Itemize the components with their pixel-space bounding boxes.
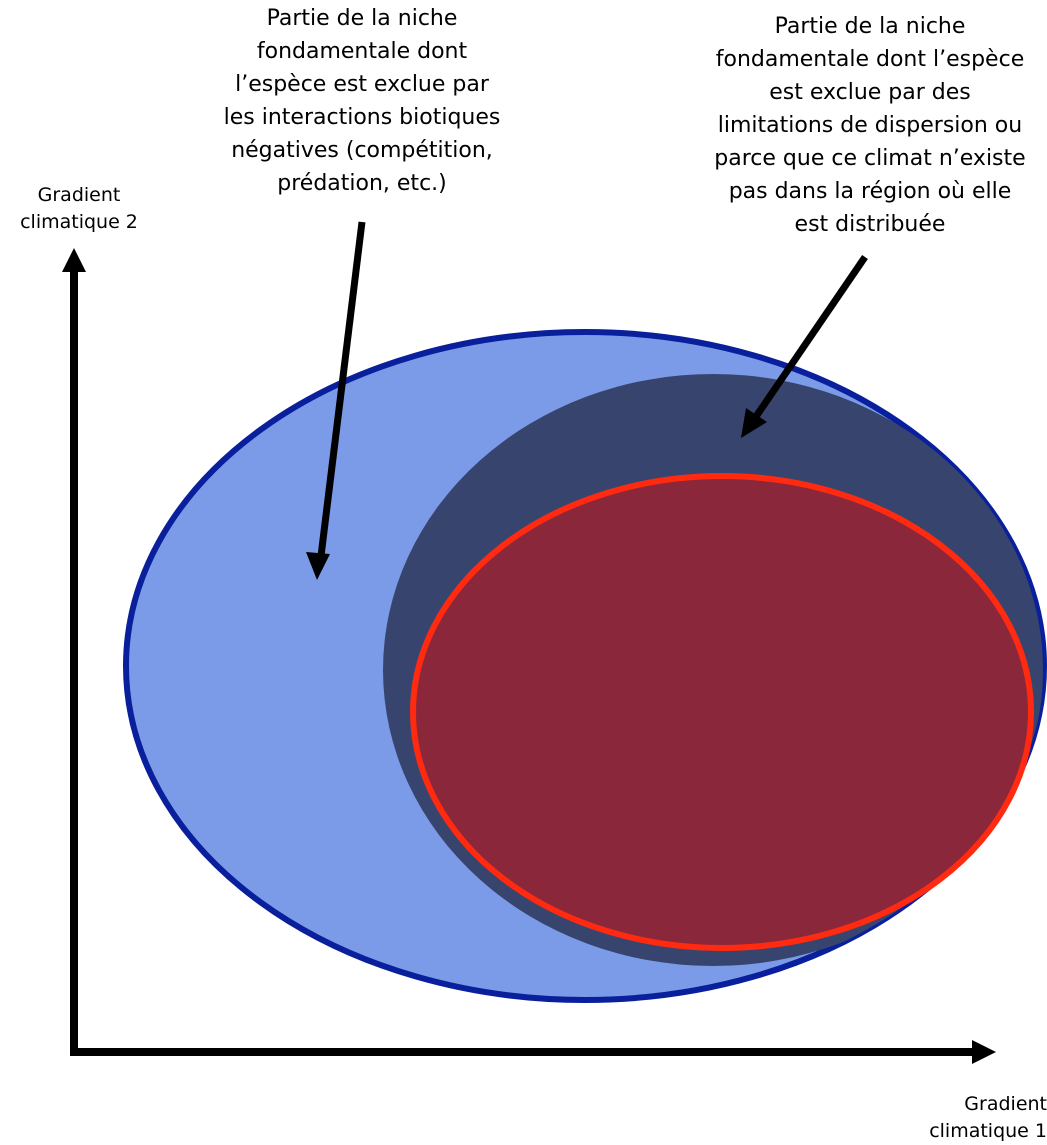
realized-niche-ellipse [410, 473, 1034, 951]
arrow-dispersal [741, 255, 868, 438]
annotation-competition-text: Partie de la niche fondamentale dont l’e… [223, 6, 501, 196]
y-axis-label: Gradient climatique 2 [20, 184, 138, 233]
x-axis [70, 1040, 996, 1064]
y-axis [62, 248, 86, 1052]
x-axis-arrowhead [972, 1040, 996, 1064]
annotation-dispersal-text: Partie de la niche fondamentale dont l’e… [714, 14, 1026, 237]
y-axis-arrowhead [62, 248, 86, 272]
arrow-competition [306, 221, 366, 580]
x-axis-label: Gradient climatique 1 [929, 1093, 1047, 1142]
